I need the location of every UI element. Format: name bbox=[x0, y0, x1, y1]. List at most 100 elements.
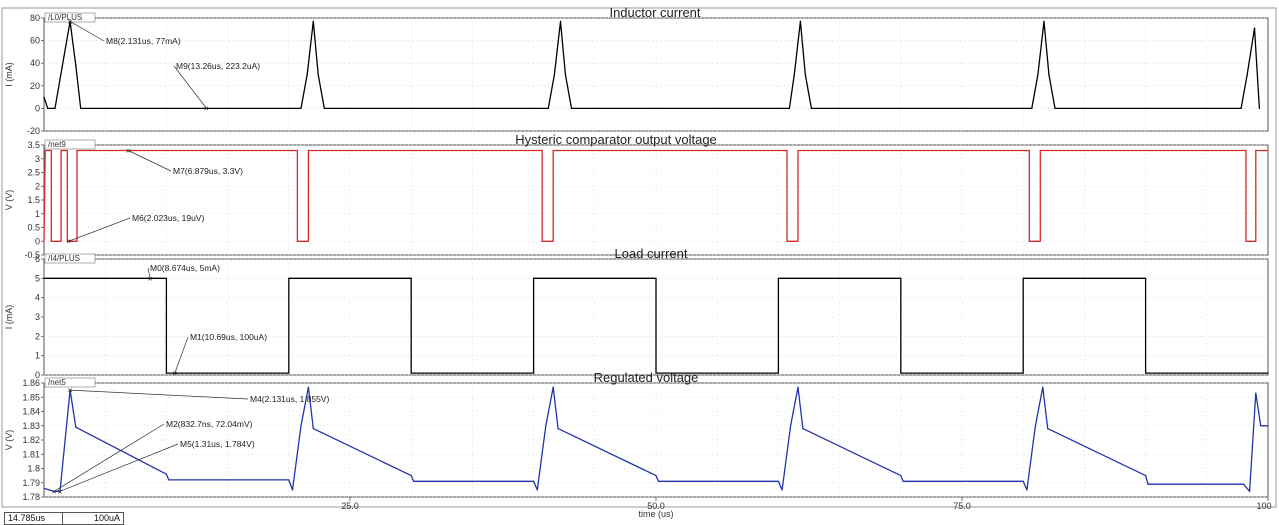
panel-2-data-point bbox=[1255, 149, 1257, 152]
panel-4-data-point bbox=[1267, 425, 1269, 427]
panel-2-y-axis-label: V (V) bbox=[4, 190, 14, 211]
panel-3-data-point bbox=[1022, 277, 1024, 279]
marker-leader-line bbox=[68, 217, 131, 242]
marker-label: M4(2.131us, 1.855V) bbox=[250, 394, 330, 404]
panel-4-data-point bbox=[552, 386, 554, 388]
marker-label: M9(13.26us, 223.2uA) bbox=[176, 61, 260, 71]
panel-3-data-point bbox=[533, 372, 535, 374]
panel-1-data-point bbox=[1253, 27, 1256, 29]
marker-point: × bbox=[204, 103, 209, 113]
panel-1-data-point bbox=[306, 73, 308, 76]
panel-1-y-tick-label: -20 bbox=[27, 126, 40, 136]
panel-4-y-axis-label: V (V) bbox=[4, 430, 14, 451]
marker-leader-line bbox=[173, 65, 207, 109]
panel-2-data-point bbox=[76, 149, 78, 152]
panel-1-data-point bbox=[799, 20, 802, 22]
panel-1-title: Inductor current bbox=[609, 5, 700, 20]
panel-2-y-tick-label: 2.5 bbox=[27, 168, 40, 178]
panel-3-data-point bbox=[165, 277, 167, 279]
panel-2-data-point bbox=[1255, 240, 1257, 242]
panel-2-data-point bbox=[1028, 240, 1030, 242]
panel-2-data-point bbox=[1039, 149, 1041, 152]
marker-point: × bbox=[52, 486, 57, 496]
marker-leader-line bbox=[70, 389, 249, 400]
panel-4-data-point bbox=[1145, 475, 1147, 477]
panel-2-data-point bbox=[786, 240, 788, 242]
panel-4-data-point bbox=[1242, 483, 1245, 485]
panel-3-y-tick-label: 1 bbox=[35, 351, 40, 361]
panel-2-data-point bbox=[43, 240, 45, 242]
panel-4-data-point bbox=[1022, 480, 1024, 482]
panel-1-y-tick-label: 40 bbox=[30, 58, 40, 68]
panel-2-data-point bbox=[1039, 240, 1041, 242]
marker-leader-line bbox=[69, 21, 105, 42]
panel-1-data-point bbox=[47, 107, 49, 109]
panel-2-data-point bbox=[1245, 149, 1247, 152]
panel-4-data-point bbox=[655, 475, 657, 477]
panel-1-data-point bbox=[75, 64, 77, 67]
panel-2-trace-tag-box bbox=[44, 139, 96, 150]
panel-4-data-point bbox=[72, 410, 74, 413]
panel-4-y-tick-label: 1.83 bbox=[22, 421, 40, 431]
panel-2-y-tick-label: -0.5 bbox=[24, 250, 40, 260]
marker-leader-line bbox=[174, 336, 189, 374]
panel-4-y-tick-label: 1.81 bbox=[22, 449, 40, 459]
panel-2-data-point bbox=[60, 149, 62, 152]
panel-4-data-point bbox=[790, 425, 792, 427]
panel-3-data-point bbox=[165, 372, 167, 374]
marker-label: M6(2.023us, 19uV) bbox=[132, 213, 204, 223]
panel-3-data-point bbox=[1022, 372, 1024, 374]
panel-2-y-tick-label: 1 bbox=[35, 209, 40, 219]
panel-4-data-point bbox=[777, 480, 780, 482]
marker-point: × bbox=[126, 146, 131, 156]
panel-2-data-point bbox=[1267, 149, 1269, 152]
panel-2-title: Hysteric comparator output voltage bbox=[515, 132, 717, 147]
panel-1-data-point bbox=[547, 107, 549, 109]
panel-4-data-point bbox=[43, 487, 45, 490]
panel-1-data-point bbox=[61, 64, 63, 67]
panel-3-y-axis-label: I (mA) bbox=[4, 305, 14, 330]
panel-1-data-point bbox=[788, 107, 791, 109]
marker-point: × bbox=[148, 273, 153, 283]
panel-4-y-tick-label: 1.78 bbox=[22, 492, 40, 502]
panel-3-data-point bbox=[288, 372, 290, 374]
panel-1-data-point bbox=[300, 107, 302, 109]
marker-label: M7(6.879us, 3.3V) bbox=[173, 166, 243, 176]
panel-2-data-point bbox=[307, 149, 309, 152]
marker-label: M1(10.69us, 100uA) bbox=[190, 332, 267, 342]
marker-leader-line bbox=[128, 150, 172, 172]
panel-1-y-tick-label: 60 bbox=[30, 36, 40, 46]
panel-1-data-point bbox=[1037, 73, 1039, 76]
panel-4-data-point bbox=[288, 479, 290, 481]
panel-4-data-point bbox=[900, 475, 902, 477]
panel-2-data-point bbox=[552, 149, 554, 152]
panel-2-data-point bbox=[552, 240, 554, 242]
panel-2-y-tick-label: 3 bbox=[35, 154, 40, 164]
panel-1-y-tick-label: 80 bbox=[30, 13, 40, 23]
panel-3-data-point bbox=[1145, 372, 1147, 374]
panel-1-data-point bbox=[1258, 107, 1261, 109]
panel-2-data-point bbox=[66, 240, 68, 242]
panel-3-y-tick-label: 4 bbox=[35, 293, 40, 303]
x-axis-tick-label: 75.0 bbox=[953, 501, 971, 511]
panel-2-data-point bbox=[786, 149, 788, 152]
panel-2-data-point bbox=[66, 149, 68, 152]
x-axis-tick-label: 100 bbox=[1256, 501, 1271, 511]
panel-1-y-tick-label: 0 bbox=[35, 103, 40, 113]
panel-2-y-tick-label: 2 bbox=[35, 181, 40, 191]
panel-1-data-point bbox=[564, 73, 567, 76]
panel-4-data-point bbox=[1047, 428, 1049, 430]
panel-1-data-point bbox=[43, 96, 45, 98]
panel-1-data-point bbox=[1054, 107, 1056, 109]
panel-2-data-point bbox=[44, 149, 46, 152]
marker-label: M2(832.7ns, 72.04mV) bbox=[166, 419, 253, 429]
panel-4-data-point bbox=[1249, 490, 1251, 492]
panel-4-data-point bbox=[536, 489, 538, 491]
panel-1-data-point bbox=[1043, 20, 1045, 22]
panel-4-data-point bbox=[902, 480, 904, 482]
panel-1-data-point bbox=[570, 107, 573, 109]
panel-2-data-point bbox=[296, 149, 298, 152]
panel-3-y-tick-label: 5 bbox=[35, 273, 40, 283]
panel-2-data-point bbox=[541, 149, 543, 152]
panel-4-data-point bbox=[1255, 392, 1257, 394]
